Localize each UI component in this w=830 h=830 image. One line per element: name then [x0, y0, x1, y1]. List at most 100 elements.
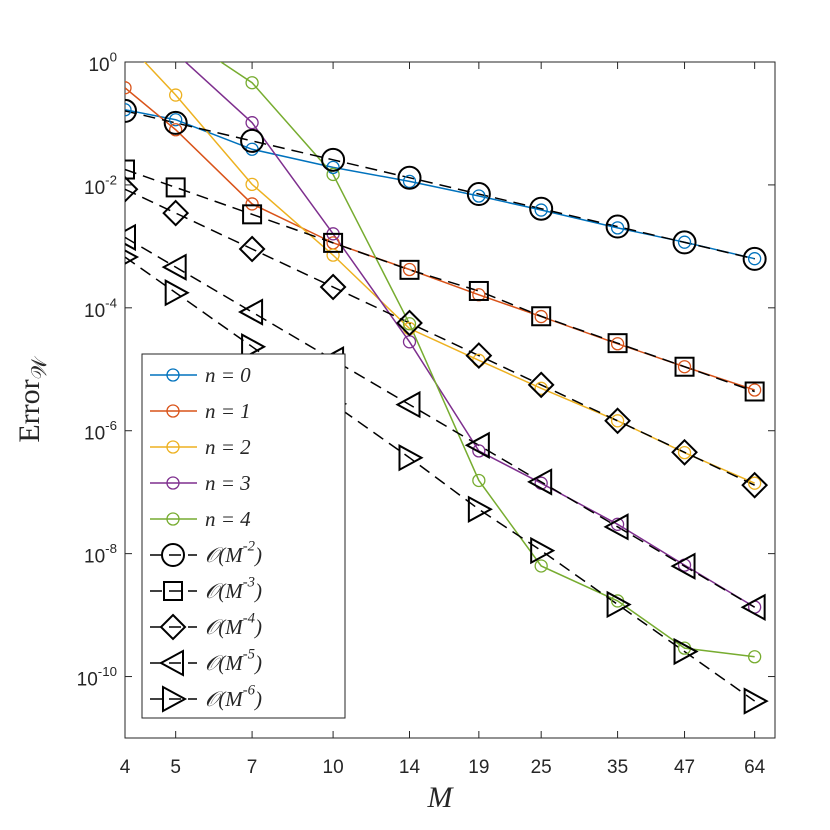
legend-marker: [166, 404, 180, 418]
marker: [527, 468, 553, 496]
legend-marker: [166, 476, 180, 490]
marker: [740, 593, 766, 621]
y-axis-label: Error𝒲: [13, 355, 51, 442]
y-tick-label: 10-10: [77, 664, 117, 691]
marker: [610, 221, 625, 235]
marker: [162, 199, 190, 227]
marker: [321, 147, 346, 172]
marker: [161, 253, 187, 281]
marker: [534, 559, 548, 573]
marker: [397, 165, 422, 190]
marker: [677, 235, 692, 249]
marker: [169, 88, 183, 102]
marker: [741, 471, 769, 499]
x-tick-label: 7: [247, 757, 258, 778]
marker: [472, 473, 486, 488]
x-tick-label: 5: [170, 757, 181, 778]
marker: [670, 552, 696, 580]
marker: [402, 174, 417, 189]
marker: [465, 342, 493, 369]
marker: [170, 26, 182, 38]
x-tick-label: 64: [744, 757, 766, 778]
x-tick-label: 19: [468, 757, 489, 778]
marker: [245, 116, 259, 130]
legend-marker: [162, 685, 188, 713]
legend-label: n = 1: [205, 399, 251, 423]
legend-label: n = 0: [205, 363, 251, 387]
marker: [744, 381, 765, 402]
marker: [610, 337, 625, 351]
x-tick-label: 10: [323, 757, 344, 778]
marker: [747, 650, 762, 664]
series-line: [219, 62, 755, 658]
marker: [395, 390, 421, 419]
legend-marker: [159, 613, 187, 641]
marker: [534, 203, 548, 217]
marker: [534, 309, 548, 324]
marker: [323, 232, 344, 253]
marker: [672, 230, 697, 255]
series-line: [125, 110, 755, 260]
marker: [466, 182, 491, 207]
marker: [467, 495, 493, 523]
marker: [472, 444, 486, 458]
marker: [673, 637, 699, 666]
marker: [747, 476, 762, 490]
x-tick-label: 25: [531, 757, 552, 778]
marker: [530, 536, 556, 565]
legend-marker: [166, 440, 180, 454]
marker: [671, 438, 698, 466]
x-tick-label: 14: [399, 757, 421, 778]
marker: [164, 279, 190, 307]
plot-series: [119, 26, 769, 715]
legend-marker: [166, 512, 180, 526]
series-line: [125, 168, 755, 393]
legend-label: n = 4: [205, 507, 251, 531]
marker: [747, 383, 762, 397]
marker: [125, 98, 137, 123]
marker: [119, 35, 131, 47]
y-tick-label: 10-6: [84, 418, 117, 445]
marker: [125, 223, 136, 252]
marker: [125, 103, 132, 117]
legend-label: 𝒪(M-2): [205, 539, 262, 567]
x-tick-label: 47: [674, 757, 695, 778]
marker: [241, 333, 267, 361]
marker: [240, 128, 265, 153]
marker: [610, 414, 625, 428]
marker: [125, 175, 139, 203]
marker: [674, 356, 695, 377]
marker: [125, 159, 135, 180]
marker: [464, 431, 490, 459]
marker: [165, 177, 186, 198]
marker: [534, 381, 548, 395]
marker: [677, 360, 692, 374]
legend-label: 𝒪(M-4): [205, 611, 262, 639]
marker: [677, 445, 692, 460]
x-tick-label: 4: [120, 757, 131, 778]
marker: [125, 81, 132, 95]
marker: [402, 262, 417, 277]
marker: [319, 273, 347, 301]
legend: [141, 353, 346, 719]
marker: [242, 204, 263, 225]
marker: [396, 309, 423, 337]
marker: [531, 306, 552, 327]
x-axis-label: M: [427, 781, 455, 814]
marker: [747, 252, 762, 266]
marker: [245, 177, 259, 192]
marker: [169, 123, 183, 137]
legend-marker: [163, 581, 183, 601]
marker: [245, 76, 259, 90]
y-tick-label: 100: [88, 49, 117, 76]
marker: [398, 444, 424, 472]
y-tick-label: 10-2: [84, 172, 117, 199]
marker: [606, 590, 632, 619]
marker: [604, 407, 632, 435]
marker: [326, 167, 340, 182]
marker: [125, 249, 140, 265]
marker: [603, 513, 629, 541]
legend-marker: [161, 543, 185, 567]
legend-label: n = 3: [205, 471, 251, 495]
